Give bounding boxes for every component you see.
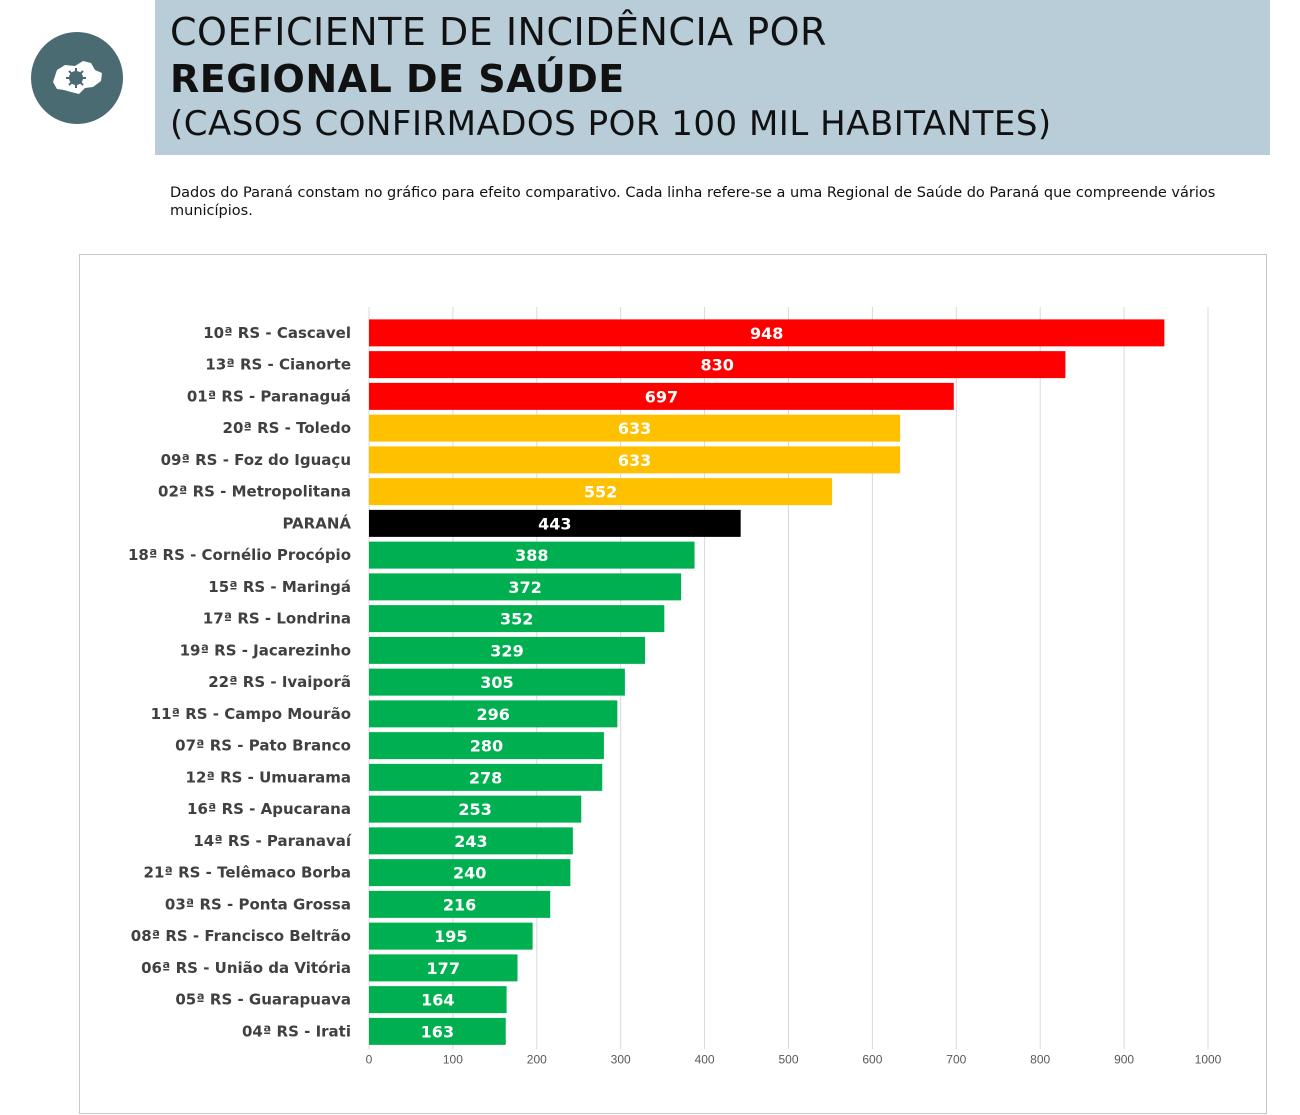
category-label: 18ª RS - Cornélio Procópio xyxy=(128,546,351,564)
bar xyxy=(369,827,573,855)
bar-data-label: 633 xyxy=(618,451,651,470)
category-label: 05ª RS - Guarapuava xyxy=(175,991,351,1009)
bar-data-label: 177 xyxy=(427,959,460,978)
x-tick-label: 400 xyxy=(695,1052,715,1066)
bar xyxy=(369,509,741,537)
bar xyxy=(369,319,1165,347)
bar xyxy=(369,668,625,696)
header-banner: COEFICIENTE DE INCIDÊNCIA POR REGIONAL D… xyxy=(155,0,1270,155)
x-tick-label: 500 xyxy=(778,1052,798,1066)
bar-data-label: 240 xyxy=(453,864,486,883)
category-label: 17ª RS - Londrina xyxy=(203,610,351,628)
category-label: 04ª RS - Irati xyxy=(242,1022,351,1040)
bar xyxy=(369,636,646,664)
bar xyxy=(369,954,518,982)
bar-data-label: 352 xyxy=(500,610,533,629)
x-tick-label: 1000 xyxy=(1195,1052,1222,1066)
bar xyxy=(369,763,603,791)
category-label: 01ª RS - Paranaguá xyxy=(187,387,351,405)
title-line-2: REGIONAL DE SAÚDE xyxy=(170,57,625,101)
logo xyxy=(31,32,123,124)
bar-data-label: 372 xyxy=(508,578,541,597)
bar xyxy=(369,605,665,633)
bar-data-label: 830 xyxy=(700,356,733,375)
bar xyxy=(369,986,507,1014)
category-label: 08ª RS - Francisco Beltrão xyxy=(131,927,351,945)
title-line-3: (CASOS CONFIRMADOS POR 100 MIL HABITANTE… xyxy=(170,104,1052,144)
bar-data-label: 697 xyxy=(645,387,678,406)
bar-chart: 0 100 200 300 400 500 600 700 800 900 1000 948 10ª R… xyxy=(128,307,1222,1066)
bar xyxy=(369,351,1066,379)
category-label: 10ª RS - Cascavel xyxy=(203,324,351,342)
bar xyxy=(369,732,604,760)
bar xyxy=(369,700,618,728)
bar xyxy=(369,446,901,474)
bar xyxy=(369,541,695,569)
bar-data-label: 305 xyxy=(480,673,513,692)
bar xyxy=(369,922,533,950)
title-line-1: COEFICIENTE DE INCIDÊNCIA POR xyxy=(170,10,827,54)
x-tick-label: 800 xyxy=(1030,1052,1050,1066)
bar-data-label: 253 xyxy=(458,800,491,819)
bar-data-label: 280 xyxy=(470,737,503,756)
bar-data-label: 164 xyxy=(421,991,454,1010)
bar-data-label: 388 xyxy=(515,546,548,565)
category-label: PARANÁ xyxy=(282,513,351,532)
x-tick-label: 200 xyxy=(527,1052,547,1066)
bar xyxy=(369,1017,506,1045)
bar-data-label: 163 xyxy=(421,1022,454,1041)
bar-data-label: 443 xyxy=(538,514,571,533)
chart-frame: 0 100 200 300 400 500 600 700 800 900 1000 948 10ª R… xyxy=(79,254,1267,1114)
x-tick-label: 700 xyxy=(946,1052,966,1066)
category-label: 12ª RS - Umuarama xyxy=(186,768,351,786)
bar-data-label: 296 xyxy=(476,705,509,724)
bar xyxy=(369,414,901,442)
bar-data-label: 195 xyxy=(434,927,467,946)
category-label: 13ª RS - Cianorte xyxy=(205,356,351,374)
bar-data-label: 329 xyxy=(490,641,523,660)
bar xyxy=(369,795,582,823)
x-tick-label: 300 xyxy=(611,1052,631,1066)
category-label: 03ª RS - Ponta Grossa xyxy=(165,895,351,913)
category-label: 20ª RS - Toledo xyxy=(223,419,351,437)
category-label: 15ª RS - Maringá xyxy=(208,578,351,596)
bar xyxy=(369,478,833,506)
bar-data-label: 243 xyxy=(454,832,487,851)
x-tick-label: 0 xyxy=(366,1052,373,1066)
x-tick-label: 600 xyxy=(862,1052,882,1066)
bar-data-label: 948 xyxy=(750,324,783,343)
category-label: 19ª RS - Jacarezinho xyxy=(180,641,351,659)
category-label: 11ª RS - Campo Mourão xyxy=(151,705,351,723)
category-label: 07ª RS - Pato Branco xyxy=(175,737,351,755)
category-label: 02ª RS - Metropolitana xyxy=(158,483,351,501)
category-label: 09ª RS - Foz do Iguaçu xyxy=(161,451,351,469)
bar xyxy=(369,859,571,887)
category-label: 14ª RS - Paranavaí xyxy=(193,832,352,850)
x-tick-label: 100 xyxy=(443,1052,463,1066)
category-label: 22ª RS - Ivaiporã xyxy=(208,673,351,691)
category-label: 16ª RS - Apucarana xyxy=(187,800,351,818)
category-label: 21ª RS - Telêmaco Borba xyxy=(144,864,351,882)
chart-note: Dados do Paraná constam no gráfico para … xyxy=(170,185,1216,219)
bar xyxy=(369,382,954,410)
bar-data-label: 216 xyxy=(443,895,476,914)
category-label: 06ª RS - União da Vitória xyxy=(141,959,351,977)
x-tick-label: 900 xyxy=(1114,1052,1134,1066)
bar-data-label: 552 xyxy=(584,483,617,502)
bar-data-label: 278 xyxy=(469,768,502,787)
parana-map-virus-icon xyxy=(53,61,102,94)
bar xyxy=(369,890,551,918)
bar xyxy=(369,573,682,601)
bar-data-label: 633 xyxy=(618,419,651,438)
